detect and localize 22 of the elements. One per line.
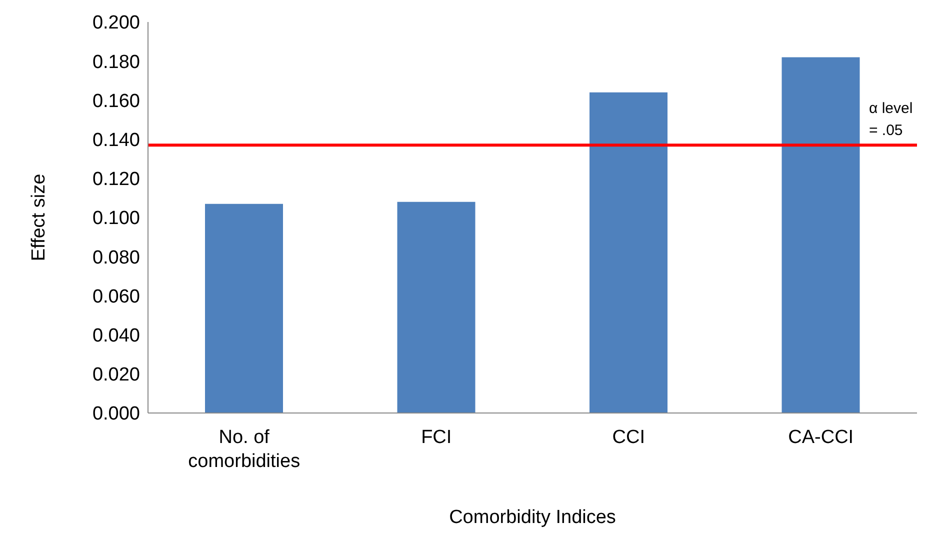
x-tick-label: CCI [612,427,645,448]
x-axis-title: Comorbidity Indices [449,507,616,528]
bar [397,202,476,413]
y-tick-label: 0.200 [92,12,140,34]
y-tick-label: 0.140 [92,130,140,152]
y-tick-label: 0.160 [92,90,140,112]
y-tick-label: 0.040 [92,326,140,347]
y-tick-label: 0.080 [92,247,140,268]
bar [590,92,668,413]
bar [205,204,283,413]
x-tick-label: No. of comorbidities [188,427,300,472]
y-axis-title: Effect size [28,174,50,262]
y-tick-label: 0.060 [92,286,140,308]
y-tick-label: 0.020 [92,364,140,386]
y-tick-label: 0.180 [92,52,140,73]
y-tick-label: 0.120 [92,169,140,190]
x-tick-label: FCI [421,427,452,448]
y-tick-label: 0.000 [92,404,140,425]
bar [782,57,860,413]
ref-line-label: α level = .05 [869,100,913,140]
y-tick-label: 0.100 [92,208,140,230]
x-tick-label: CA-CCI [788,427,854,448]
